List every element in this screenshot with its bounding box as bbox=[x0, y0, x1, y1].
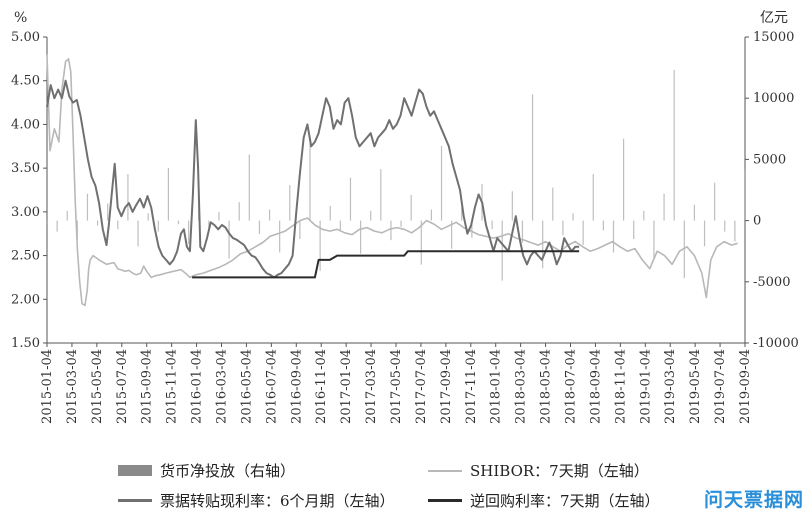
legend-label: 票据转贴现利率：6个月期（左轴） bbox=[160, 492, 395, 510]
legend-swatch-line bbox=[428, 499, 462, 502]
legend-label: SHIBOR：7天期（左轴） bbox=[470, 462, 649, 480]
line-series-layer bbox=[46, 54, 738, 307]
left-tick-label: 3.00 bbox=[11, 205, 40, 220]
x-tick-label: 2016-03-04 bbox=[215, 349, 230, 424]
x-tick-label: 2015-11-04 bbox=[165, 349, 180, 424]
left-tick-label: 5.00 bbox=[11, 30, 40, 45]
x-tick-label: 2018-01-04 bbox=[489, 349, 504, 424]
x-tick-label: 2018-03-04 bbox=[514, 349, 529, 424]
legend-label: 货币净投放（右轴） bbox=[160, 462, 296, 480]
legend: 货币净投放（右轴） SHIBOR：7天期（左轴） 票据转贴现利率：6个月期（左轴… bbox=[0, 452, 812, 520]
x-tick-label: 2019-09-04 bbox=[738, 349, 753, 424]
tick-label-layer: 5.00 4.50 4.00 3.50 3.00 2.50 2.00 1.50 15000 100… bbox=[11, 10, 799, 424]
left-tick-label: 2.00 bbox=[11, 292, 40, 307]
x-tick-label: 2018-11-04 bbox=[613, 349, 628, 424]
x-tick-label: 2019-01-04 bbox=[638, 349, 653, 424]
legend-item-net-injection: 货币净投放（右轴） bbox=[118, 460, 295, 481]
series-line-3 bbox=[192, 250, 580, 279]
legend-item-discount-rate: 票据转贴现利率：6个月期（左轴） bbox=[118, 490, 395, 511]
x-tick-label: 2017-01-04 bbox=[339, 349, 354, 424]
x-tick-label: 2016-07-04 bbox=[264, 349, 279, 424]
left-tick-label: 1.50 bbox=[11, 336, 40, 351]
series-line-1 bbox=[46, 54, 738, 307]
right-tick-label: 0 bbox=[753, 214, 761, 229]
x-tick-label: 2018-07-04 bbox=[564, 349, 579, 424]
right-tick-label: -5000 bbox=[753, 275, 790, 290]
x-tick-label: 2019-07-04 bbox=[713, 349, 728, 424]
x-tick-label: 2016-01-04 bbox=[190, 349, 205, 424]
left-axis-unit: % bbox=[14, 10, 27, 26]
x-tick-label: 2017-09-04 bbox=[439, 349, 454, 424]
x-tick-label: 2018-09-04 bbox=[588, 349, 603, 424]
legend-item-shibor: SHIBOR：7天期（左轴） bbox=[428, 460, 649, 481]
left-tick-label: 2.50 bbox=[11, 249, 40, 264]
x-tick-label: 2017-05-04 bbox=[389, 349, 404, 424]
right-tick-label: 10000 bbox=[753, 91, 794, 106]
legend-label: 逆回购利率：7天期（左轴） bbox=[470, 492, 660, 510]
legend-swatch-line bbox=[428, 469, 462, 472]
right-tick-label: 15000 bbox=[753, 30, 794, 45]
x-tick-label: 2017-07-04 bbox=[414, 349, 429, 424]
x-tick-label: 2019-03-04 bbox=[663, 349, 678, 424]
right-axis-unit: 亿元 bbox=[760, 10, 788, 26]
series-line-2 bbox=[46, 79, 580, 279]
x-tick-label: 2015-07-04 bbox=[115, 349, 130, 424]
x-tick-label: 2018-05-04 bbox=[539, 349, 554, 424]
x-tick-label: 2015-03-04 bbox=[65, 349, 80, 424]
x-tick-label: 2016-11-04 bbox=[314, 349, 329, 424]
legend-item-reverse-repo: 逆回购利率：7天期（左轴） bbox=[428, 490, 660, 511]
x-tick-label: 2019-05-04 bbox=[688, 349, 703, 424]
left-tick-label: 3.50 bbox=[11, 161, 40, 176]
axes-layer bbox=[43, 36, 749, 347]
x-tick-label: 2016-09-04 bbox=[289, 349, 304, 424]
chart-svg: 5.00 4.50 4.00 3.50 3.00 2.50 2.00 1.50 15000 100… bbox=[11, 10, 799, 424]
legend-swatch-line bbox=[118, 499, 152, 502]
x-tick-label: 2015-01-04 bbox=[40, 349, 55, 424]
x-tick-label: 2015-09-04 bbox=[140, 349, 155, 424]
right-tick-label: -10000 bbox=[753, 336, 799, 351]
left-tick-label: 4.50 bbox=[11, 74, 40, 89]
x-tick-label: 2017-03-04 bbox=[364, 349, 379, 424]
right-tick-label: 5000 bbox=[753, 152, 786, 167]
x-tick-label: 2016-05-04 bbox=[239, 349, 254, 424]
watermark-logo: 问天票据网 bbox=[703, 489, 804, 511]
left-tick-label: 4.00 bbox=[11, 117, 40, 132]
x-tick-label: 2017-11-04 bbox=[464, 349, 479, 424]
bar-series-layer bbox=[46, 70, 746, 281]
legend-swatch-bar bbox=[118, 465, 152, 476]
x-tick-label: 2015-05-04 bbox=[90, 349, 105, 424]
